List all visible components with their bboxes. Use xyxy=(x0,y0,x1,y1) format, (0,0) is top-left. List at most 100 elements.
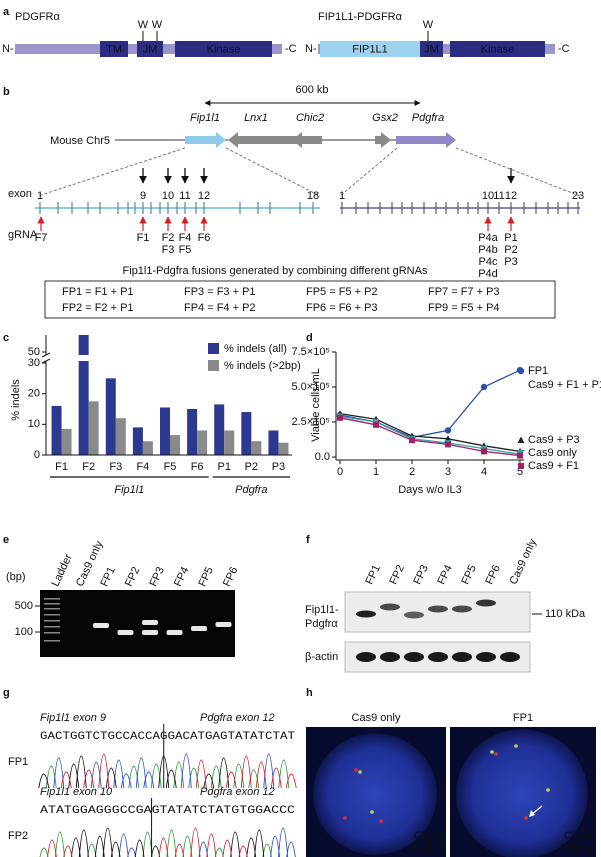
fusion-entry: FP9 = F5 + P4 xyxy=(428,302,500,314)
gene-arrow xyxy=(375,132,391,148)
y-tick-label: 20 xyxy=(28,388,40,400)
signal-arrowhead xyxy=(529,810,535,817)
grna-name: F3 xyxy=(162,244,175,256)
exon-number: 23 xyxy=(572,190,584,202)
protein-title: FIP1L1-PDGFRα xyxy=(318,11,403,23)
blot-band xyxy=(476,599,496,607)
bar xyxy=(160,407,170,455)
bar xyxy=(187,409,198,455)
exon-number: 10 xyxy=(482,190,494,202)
c-term: -C xyxy=(558,43,570,55)
x-tick-label: 4 xyxy=(481,466,487,478)
x-tick-label: F3 xyxy=(109,461,122,473)
point xyxy=(409,437,415,444)
probe-label: Chic2 xyxy=(414,830,442,842)
gel-band xyxy=(93,623,109,628)
domain-label: FIP1L1 xyxy=(352,43,387,55)
exon-number: 12 xyxy=(198,190,210,202)
legend-swatch xyxy=(208,360,219,371)
bar xyxy=(251,441,262,455)
lane-label: FP5 xyxy=(459,563,478,586)
size-unit: (bp) xyxy=(6,571,26,583)
y-tick-label: 10 xyxy=(28,418,40,430)
lane-label: FP1 xyxy=(363,563,382,586)
c-term: -C xyxy=(285,43,297,55)
domain xyxy=(100,41,128,57)
lane-label: FP3 xyxy=(147,565,166,588)
x-tick-label: F1 xyxy=(55,461,68,473)
legend-label: Cas9 only xyxy=(528,447,577,459)
gel-band xyxy=(117,630,134,635)
y-tick-label: 2.5×10⁵ xyxy=(291,416,330,428)
fish-signal xyxy=(370,810,374,814)
gel xyxy=(40,590,235,657)
blot-label: Fip1l1- xyxy=(305,604,339,616)
grna-name: P4a xyxy=(478,232,498,244)
blot-band xyxy=(452,652,472,662)
grna-name: P4d xyxy=(478,268,498,280)
trace-right-title: Pdgfra exon 12 xyxy=(200,786,275,798)
domain-label: Kinase xyxy=(207,43,241,55)
chromatogram xyxy=(53,753,275,789)
bar xyxy=(78,335,89,455)
gene-label: Chic2 xyxy=(296,112,324,124)
site-label: W xyxy=(138,19,149,31)
fusion-caption: Fip1l1-Pdgfra fusions generated by combi… xyxy=(123,265,428,277)
chromatogram xyxy=(45,759,290,789)
point xyxy=(480,383,488,391)
y-tick-label: 30 xyxy=(28,357,40,369)
point xyxy=(445,441,451,448)
x-tick-label: 5 xyxy=(517,466,523,478)
grna-name: P4c xyxy=(479,256,498,268)
grna-name: F5 xyxy=(179,244,192,256)
exon-number: 12 xyxy=(505,190,517,202)
domain xyxy=(175,41,272,57)
sequence: GACTGGTCTGCCACCAGGACATGAGTATATCTAT xyxy=(40,731,295,743)
panel-letter: c xyxy=(3,332,9,344)
fusion-entry: FP3 = F3 + P1 xyxy=(184,286,256,298)
probe-label: Chic2 xyxy=(564,830,592,842)
image-title: Cas9 only xyxy=(352,712,401,724)
ladder-band xyxy=(44,598,60,600)
chromatogram xyxy=(47,827,248,857)
x-tick-label: F5 xyxy=(164,461,177,473)
sequence: ATATGGAGGGCCGAGTATATCTATGTGGACCC xyxy=(40,805,295,817)
domain xyxy=(420,41,443,57)
gel-band xyxy=(215,622,232,627)
chromatogram xyxy=(60,753,297,789)
exon-number: 9 xyxy=(140,190,146,202)
scale-label: 600 kb xyxy=(295,84,328,96)
trace-left-title: Fip1l1 exon 9 xyxy=(40,712,106,724)
gene-label: Fip1l1 xyxy=(190,112,220,124)
site-label: W xyxy=(152,19,163,31)
lane-label: Cas9 only xyxy=(507,537,539,587)
legend-label: Cas9 + P3 xyxy=(528,434,580,446)
domain-label: JM xyxy=(143,43,158,55)
chromatogram xyxy=(118,827,296,857)
legend-label: % indels (all) xyxy=(224,343,287,355)
n-term: N- xyxy=(2,43,14,55)
axis-break-gap xyxy=(42,355,294,361)
legend-label: FP1 xyxy=(528,365,548,377)
grna-name: F2 xyxy=(162,232,175,244)
bar xyxy=(214,404,225,455)
exon-number: 11 xyxy=(179,190,190,202)
legend-label: Cas9 + F1 xyxy=(528,460,579,472)
point xyxy=(373,421,379,428)
gene-arrow xyxy=(228,132,300,148)
exon-label: exon xyxy=(8,188,32,200)
domain-label: TM xyxy=(106,43,122,55)
grna-name: F6 xyxy=(198,232,211,244)
gene-arrow xyxy=(185,132,226,148)
n-term: N- xyxy=(305,43,317,55)
trace-name: FP2 xyxy=(8,830,28,842)
bar xyxy=(278,442,289,455)
fusion-box xyxy=(44,280,556,319)
fusion-entry: FP1 = F1 + P1 xyxy=(62,286,134,298)
x-tick-label: 3 xyxy=(445,466,451,478)
trace-name: FP1 xyxy=(8,756,28,768)
gene-arrow xyxy=(396,132,456,148)
group-label: Pdgfra xyxy=(235,484,267,496)
blot-band xyxy=(380,652,400,662)
